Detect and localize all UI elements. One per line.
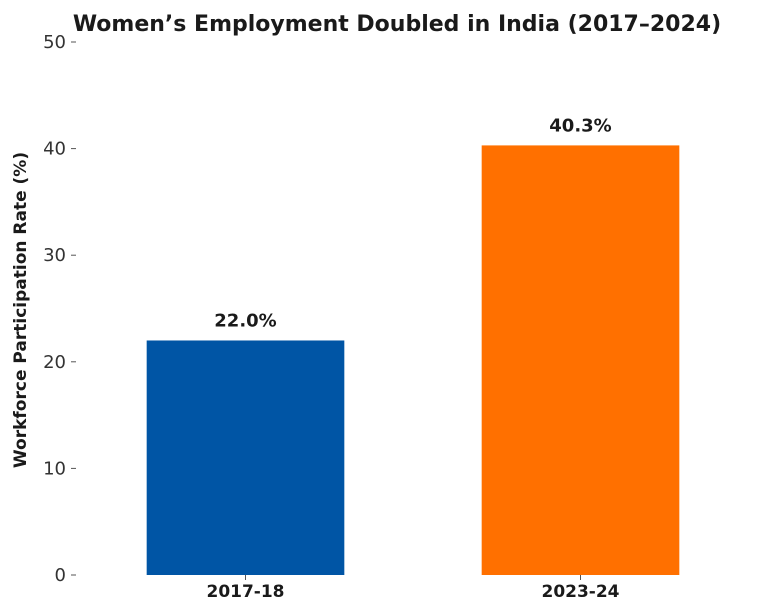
chart-title: Women’s Employment Doubled in India (201…	[73, 12, 721, 37]
y-tick-label: 40	[43, 139, 66, 160]
y-tick-label: 50	[43, 32, 66, 53]
x-tick-label: 2023-24	[541, 582, 619, 602]
bar	[146, 340, 345, 575]
data-label: 40.3%	[549, 115, 611, 136]
y-tick-label: 30	[43, 245, 66, 266]
bar	[481, 145, 680, 576]
y-tick-label: 0	[55, 565, 66, 586]
data-label: 22.0%	[214, 310, 276, 331]
y-tick-label: 10	[43, 458, 66, 479]
bars-group: 22.0% 40.3%	[146, 115, 680, 576]
y-axis: 0 10 20 30 40 50	[43, 32, 76, 586]
y-axis-label: Workforce Participation Rate (%)	[11, 152, 31, 468]
y-tick-label: 20	[43, 352, 66, 373]
x-tick-label: 2017-18	[206, 582, 284, 602]
x-axis: 2017-18 2023-24	[206, 575, 620, 602]
